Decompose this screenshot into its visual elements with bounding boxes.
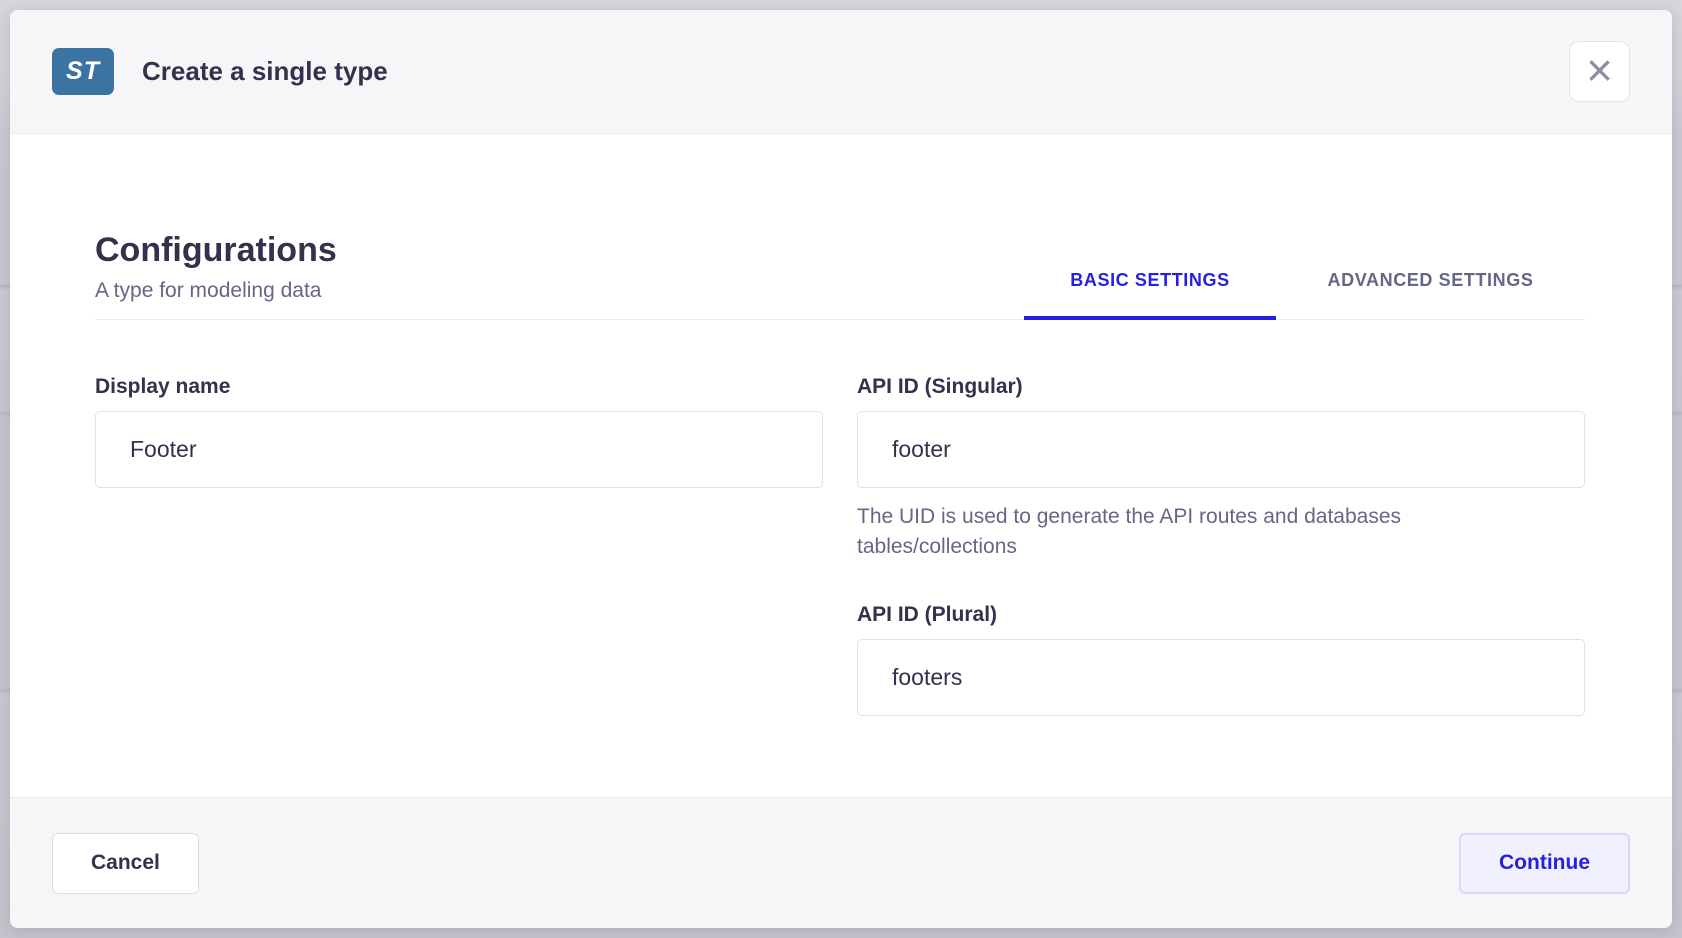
- section-titles: Configurations A type for modeling data: [95, 231, 337, 319]
- create-single-type-modal: ST Create a single type × Configurations…: [10, 10, 1672, 928]
- close-button[interactable]: ×: [1569, 41, 1630, 102]
- api-id-singular-input[interactable]: [857, 411, 1585, 489]
- cancel-button[interactable]: Cancel: [52, 832, 199, 894]
- settings-tabs: BASIC SETTINGS ADVANCED SETTINGS: [1024, 270, 1585, 321]
- api-id-singular-hint: The UID is used to generate the API rout…: [857, 505, 1402, 559]
- api-id-plural-label: API ID (Plural): [857, 603, 998, 627]
- close-icon: ×: [1586, 43, 1613, 96]
- display-name-field-group: Display name: [95, 375, 823, 489]
- right-column: API ID (Singular) The UID is used to gen…: [857, 376, 1585, 717]
- modal-footer: Cancel Continue: [10, 797, 1672, 928]
- display-name-input[interactable]: [95, 411, 823, 489]
- tab-basic-settings[interactable]: BASIC SETTINGS: [1024, 270, 1276, 321]
- left-column: Display name: [95, 376, 823, 716]
- single-type-badge: ST: [52, 48, 114, 95]
- tab-basic-settings-label: BASIC SETTINGS: [1070, 270, 1230, 291]
- modal-body: Configurations A type for modeling data …: [10, 134, 1672, 797]
- api-id-plural-field-group: API ID (Plural): [857, 603, 1585, 717]
- tab-advanced-settings[interactable]: ADVANCED SETTINGS: [1276, 270, 1585, 319]
- continue-button[interactable]: Continue: [1459, 832, 1630, 894]
- single-type-badge-label: ST: [66, 57, 100, 85]
- section-subtitle: A type for modeling data: [95, 279, 322, 303]
- display-name-label: Display name: [95, 375, 231, 399]
- api-id-singular-label: API ID (Singular): [857, 375, 1023, 399]
- configuration-form: Display name API ID (Singular) The UID i…: [95, 376, 1585, 717]
- modal-header: ST Create a single type ×: [10, 10, 1672, 134]
- modal-title: Create a single type: [142, 56, 388, 86]
- api-id-singular-field-group: API ID (Singular) The UID is used to gen…: [857, 376, 1585, 562]
- section-title: Configurations: [95, 231, 337, 269]
- section-header-row: Configurations A type for modeling data …: [95, 231, 1585, 321]
- api-id-plural-input[interactable]: [857, 639, 1585, 717]
- tab-advanced-settings-label: ADVANCED SETTINGS: [1327, 270, 1534, 291]
- active-tab-underline: [1024, 316, 1276, 321]
